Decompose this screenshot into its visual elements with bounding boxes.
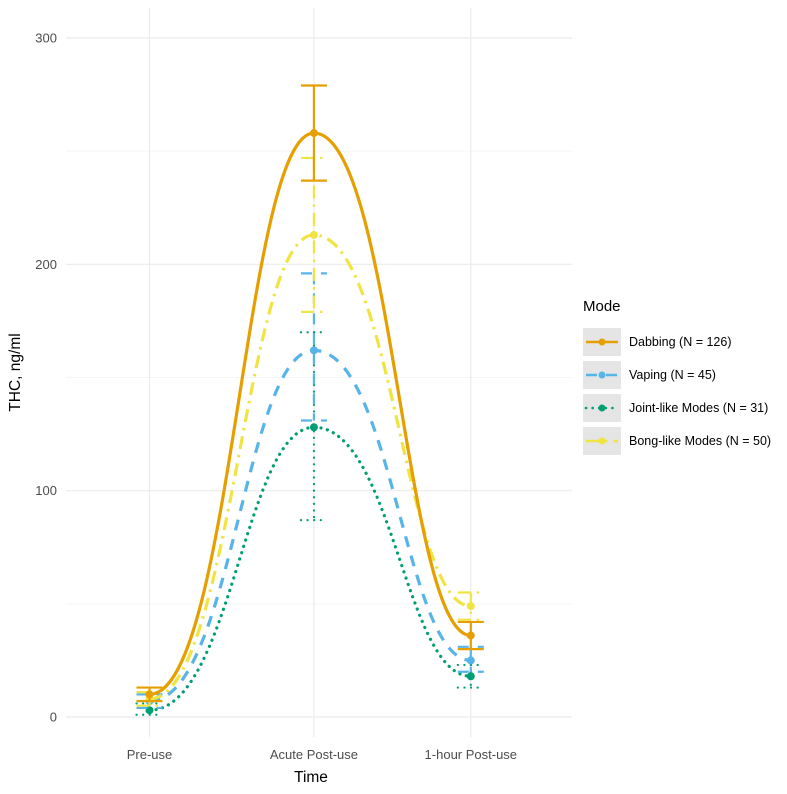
data-point	[309, 129, 318, 138]
y-tick-label: 300	[35, 31, 57, 46]
legend-item-label: Dabbing (N = 126)	[629, 335, 732, 349]
data-point	[466, 631, 475, 640]
legend-item: Bong-like Modes (N = 50)	[583, 427, 771, 455]
series-line	[149, 233, 471, 701]
series-2	[136, 272, 484, 710]
legend-title: Mode	[583, 298, 621, 315]
data-point	[145, 690, 154, 699]
series-1	[136, 84, 484, 703]
data-point	[466, 672, 475, 681]
y-tick-label: 0	[50, 710, 57, 725]
data-point	[309, 346, 318, 355]
x-tick-label: Pre-use	[127, 747, 173, 762]
legend-key-icon	[583, 427, 621, 455]
legend-key-icon	[583, 361, 621, 389]
legend-item: Vaping (N = 45)	[583, 361, 771, 389]
series-4	[136, 156, 484, 707]
legend-items: Dabbing (N = 126) Vaping (N = 45) Joint-li…	[583, 328, 771, 455]
y-axis-title: THC, ng/ml	[7, 333, 24, 411]
y-tick-label: 100	[35, 483, 57, 498]
legend-item-label: Bong-like Modes (N = 50)	[629, 434, 772, 448]
legend-key-icon	[583, 394, 621, 422]
legend-item-label: Joint-like Modes (N = 31)	[629, 401, 769, 415]
legend-key-point	[598, 338, 606, 346]
legend-key-point	[598, 371, 606, 379]
x-tick-label: Acute Post-use	[270, 747, 358, 762]
legend-key-point	[598, 437, 606, 445]
data-point	[466, 602, 475, 611]
data-point	[309, 423, 318, 432]
legend: Mode Dabbing (N = 126) Vaping (N = 45) Joi…	[583, 298, 771, 460]
data-point	[309, 230, 318, 239]
legend-item: Dabbing (N = 126)	[583, 328, 771, 356]
x-axis-title: Time	[294, 769, 328, 786]
legend-key-icon	[583, 328, 621, 356]
series-line	[147, 425, 473, 712]
y-tick-label: 200	[35, 257, 57, 272]
legend-key-point	[598, 404, 606, 412]
legend-item: Joint-like Modes (N = 31)	[583, 394, 771, 422]
x-tick-label: 1-hour Post-use	[425, 747, 518, 762]
legend-item-label: Vaping (N = 45)	[629, 368, 716, 382]
series-line	[149, 131, 472, 696]
data-point	[466, 656, 475, 665]
series-3	[135, 331, 485, 716]
